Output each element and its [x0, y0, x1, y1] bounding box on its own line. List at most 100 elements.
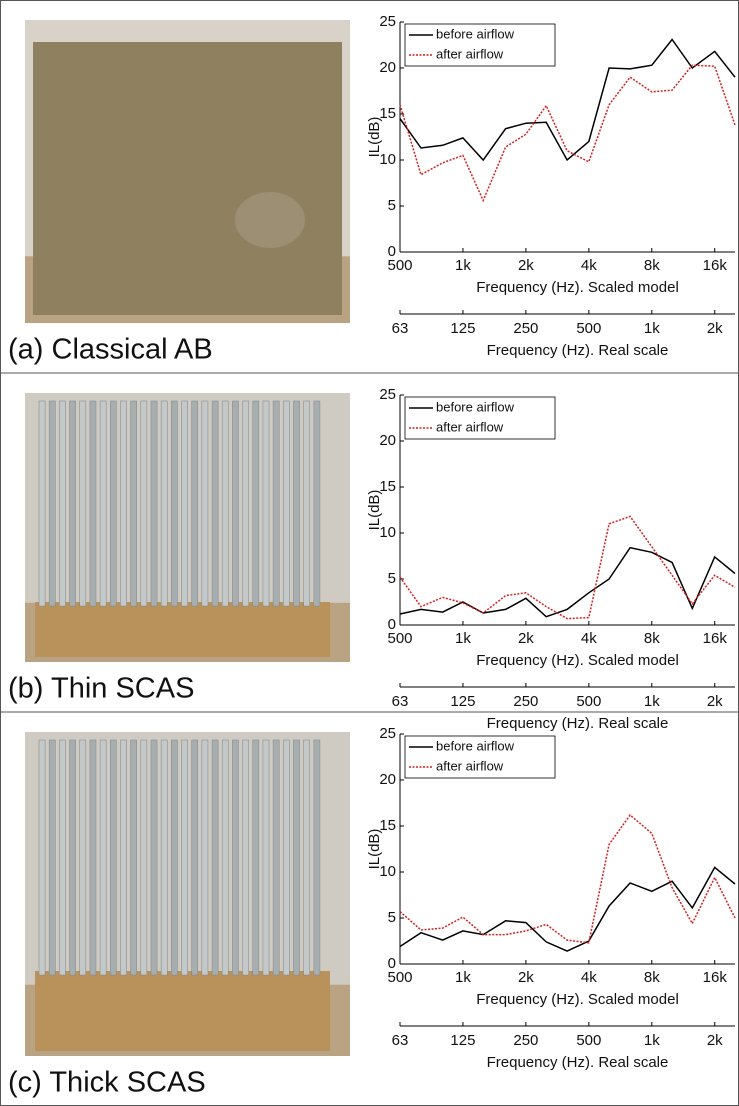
- aluminum-rod: [89, 739, 97, 976]
- series-line: [399, 515, 736, 620]
- x-tick-label: 16k: [703, 969, 728, 986]
- aluminum-rod: [181, 739, 188, 976]
- caption: (b) Thin SCAS: [8, 673, 194, 705]
- aluminum-rod: [120, 400, 127, 607]
- x-tick-label: 1k: [455, 969, 471, 986]
- y-axis-label: IL(dB): [366, 117, 383, 158]
- series-line: [399, 813, 736, 944]
- x2-tick-label: 500: [576, 320, 601, 337]
- y-tick-label: 20: [379, 432, 396, 449]
- aluminum-rod: [150, 739, 158, 976]
- x-tick-label: 16k: [703, 257, 728, 274]
- x-tick-label: 1k: [455, 630, 471, 647]
- x2-tick-label: 125: [450, 320, 475, 337]
- legend-box: [404, 23, 556, 67]
- x-tick-label: 8k: [644, 630, 660, 647]
- caption: (a) Classical AB: [8, 334, 213, 366]
- series-line: [399, 866, 736, 952]
- y-tick-label: 5: [388, 570, 396, 587]
- aluminum-rod: [99, 739, 107, 976]
- legend-label: before airflow: [436, 399, 515, 414]
- aluminum-rod: [140, 400, 148, 607]
- x2-tick-label: 63: [392, 1032, 409, 1049]
- y-tick-label: 5: [388, 909, 396, 926]
- y-tick-label: 25: [379, 13, 396, 30]
- aluminum-rod: [59, 400, 66, 607]
- x-tick-label: 500: [387, 257, 412, 274]
- x2-tick-label: 500: [576, 1032, 601, 1049]
- x2-tick-label: 1k: [644, 1032, 660, 1049]
- y-tick-label: 15: [379, 478, 396, 495]
- aluminum-rod: [69, 739, 76, 976]
- aluminum-rod: [242, 400, 249, 607]
- aluminum-rod: [69, 400, 76, 607]
- aluminum-rod: [99, 400, 107, 607]
- aluminum-rod: [221, 400, 229, 607]
- legend-label: after airflow: [436, 758, 504, 773]
- legend-label: before airflow: [436, 738, 515, 753]
- x-tick-label: 500: [387, 969, 412, 986]
- legend-label: before airflow: [436, 26, 515, 41]
- x-axis-label: Frequency (Hz). Scaled model: [476, 652, 679, 669]
- aluminum-rod: [48, 739, 56, 976]
- x-tick-label: 2k: [518, 630, 534, 647]
- series-line: [399, 38, 736, 162]
- legend-box: [404, 735, 556, 779]
- legend-label: after airflow: [436, 46, 504, 61]
- x-tick-label: 8k: [644, 969, 660, 986]
- wood-base: [35, 971, 330, 1051]
- x-tick-label: 16k: [703, 630, 728, 647]
- x2-tick-label: 250: [513, 1032, 538, 1049]
- aluminum-rod: [303, 739, 310, 976]
- aluminum-rod: [38, 739, 46, 976]
- aluminum-rod: [130, 400, 137, 607]
- aluminum-rod: [303, 400, 310, 607]
- aluminum-rod: [293, 400, 300, 607]
- x2-tick-label: 2k: [707, 1032, 723, 1049]
- aluminum-rod: [262, 400, 270, 607]
- aluminum-rod: [201, 739, 209, 976]
- aluminum-rod: [221, 739, 229, 976]
- aluminum-rod: [160, 739, 168, 976]
- y-tick-label: 25: [379, 386, 396, 403]
- x2-axis-label: Frequency (Hz). Real scale: [487, 1054, 669, 1071]
- aluminum-rod: [140, 739, 148, 976]
- aluminum-rod: [120, 739, 127, 976]
- y-tick-label: 0: [388, 955, 396, 972]
- aluminum-rod: [272, 739, 280, 976]
- y-tick-label: 20: [379, 771, 396, 788]
- y-tick-label: 5: [388, 197, 396, 214]
- aluminum-rod: [110, 739, 117, 976]
- aluminum-rod: [293, 739, 300, 976]
- x2-tick-label: 2k: [707, 320, 723, 337]
- aluminum-rod: [110, 400, 117, 607]
- aluminum-rod: [313, 400, 321, 607]
- legend-label: after airflow: [436, 419, 504, 434]
- aluminum-rod: [181, 400, 188, 607]
- aluminum-rod: [283, 739, 290, 976]
- x2-tick-label: 500: [576, 693, 601, 710]
- y-tick-label: 15: [379, 105, 396, 122]
- aluminum-rod: [38, 400, 46, 607]
- aluminum-rod: [252, 400, 260, 607]
- x2-tick-label: 1k: [644, 693, 660, 710]
- x2-tick-label: 63: [392, 320, 409, 337]
- y-tick-label: 0: [388, 616, 396, 633]
- aluminum-rod: [171, 400, 178, 607]
- absorber-board: [33, 42, 342, 315]
- aluminum-rod: [160, 400, 168, 607]
- x2-tick-label: 1k: [644, 320, 660, 337]
- x-tick-label: 1k: [455, 257, 471, 274]
- aluminum-rod: [272, 400, 280, 607]
- aluminum-rod: [211, 400, 219, 607]
- x-tick-label: 2k: [518, 969, 534, 986]
- aluminum-rod: [89, 400, 97, 607]
- x2-tick-label: 63: [392, 693, 409, 710]
- aluminum-rod: [171, 739, 178, 976]
- aluminum-rod: [242, 739, 249, 976]
- legend-box: [404, 396, 556, 440]
- x2-axis-label: Frequency (Hz). Real scale: [487, 342, 669, 359]
- aluminum-rod: [232, 400, 239, 607]
- x2-axis-label: Frequency (Hz). Real scale: [487, 715, 669, 732]
